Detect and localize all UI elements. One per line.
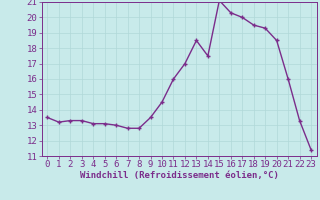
X-axis label: Windchill (Refroidissement éolien,°C): Windchill (Refroidissement éolien,°C) <box>80 171 279 180</box>
